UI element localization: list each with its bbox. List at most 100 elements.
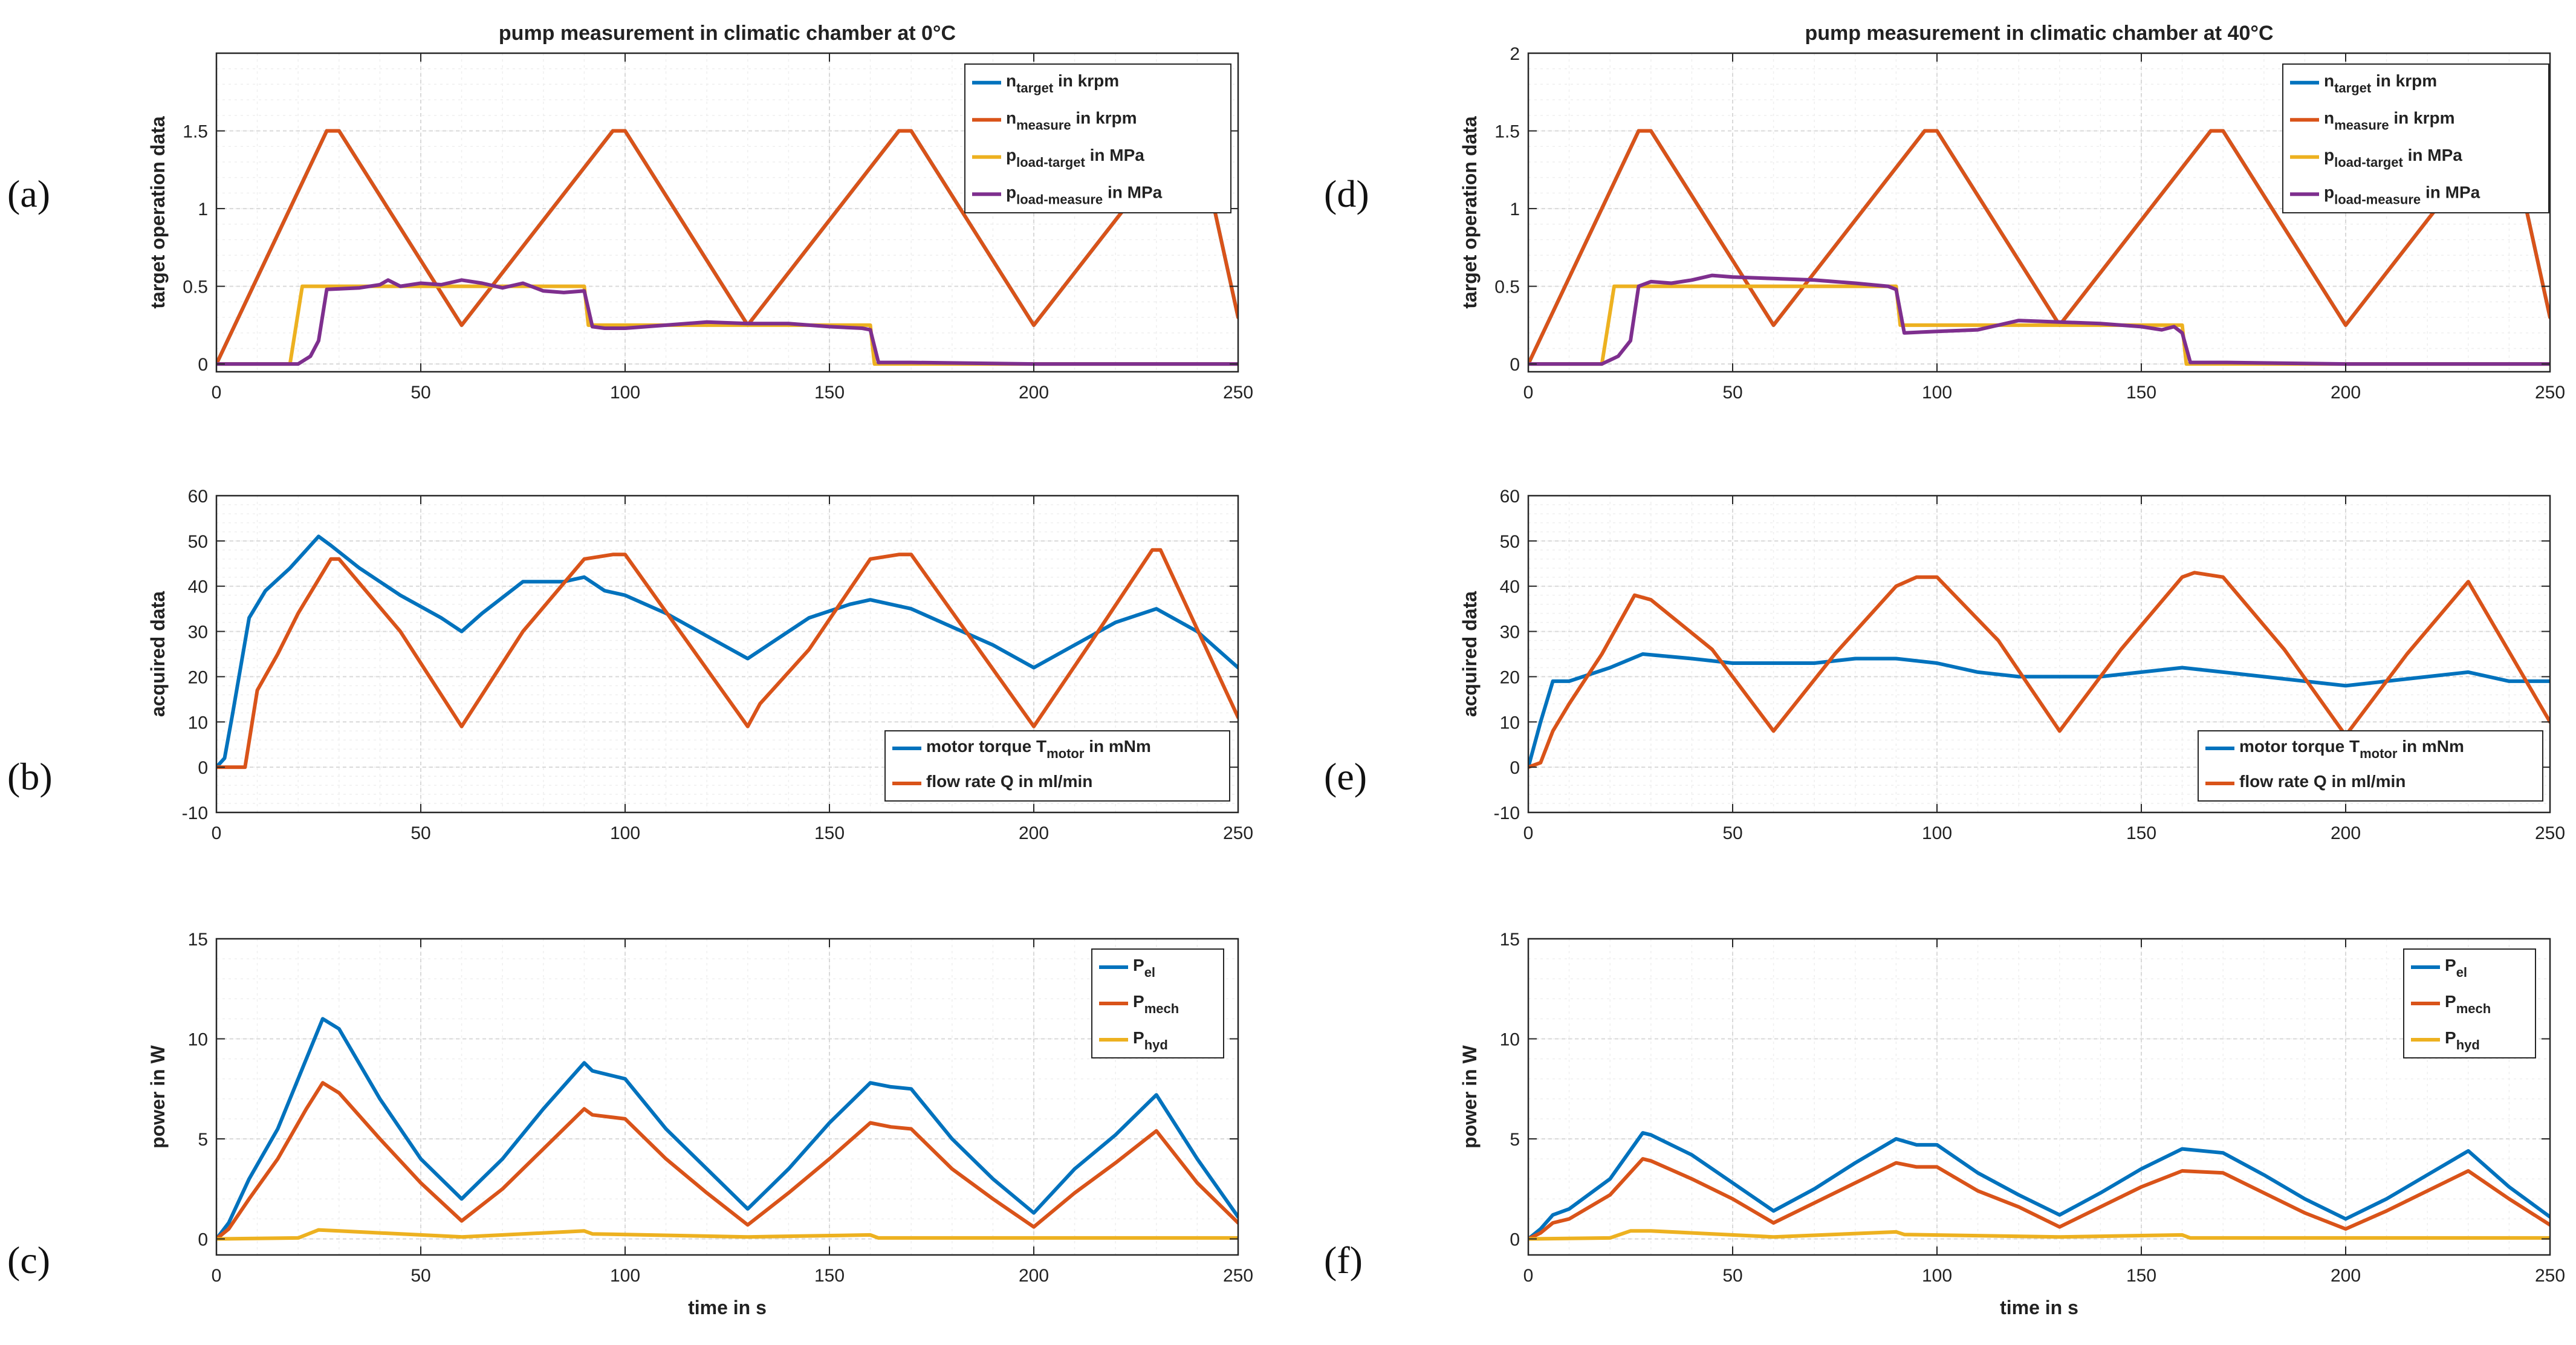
y-tick-label: 15 (188, 930, 208, 950)
legend-entry: pload-measure in MPa (2324, 183, 2480, 207)
y-tick-label: 0 (1510, 758, 1520, 778)
panel-label-d: (d) (1324, 172, 1369, 215)
legend: ntarget in krpm nmeasure in krpm pload-tar… (964, 63, 1231, 213)
legend-entry: motor torque Tmotor in mNm (2239, 737, 2464, 761)
panel-label-a: (a) (7, 172, 50, 215)
series-group (1528, 1131, 2550, 1241)
chart-d: (d) 0 50 100 150 200 250 0 0.5 1 1.5 2 pump measurem… (1324, 22, 2565, 403)
x-tick-label: 150 (814, 823, 845, 843)
chart-f: (f) 0 50 100 150 200 250 0 5 10 15 power in W time i… (1324, 930, 2565, 1318)
x-tick-label: 250 (2535, 383, 2565, 403)
x-tick-label: 100 (610, 383, 640, 403)
x-axis-label: time in s (2000, 1297, 2078, 1318)
x-tick-label: 0 (212, 823, 222, 843)
legend-entry: pload-target in MPa (2324, 146, 2462, 170)
y-axis-label: target operation data (1459, 116, 1481, 308)
y-tick-label: 10 (1500, 1030, 1520, 1050)
x-tick-label: 100 (1922, 383, 1952, 403)
y-tick-label: 0 (198, 355, 208, 375)
y-tick-label: 40 (1500, 577, 1520, 597)
x-tick-label: 250 (1223, 383, 1253, 403)
y-tick-label: -10 (1494, 803, 1520, 823)
y-tick-label: 60 (1500, 487, 1520, 507)
legend-entry: motor torque Tmotor in mNm (926, 737, 1151, 761)
x-tick-label: 0 (212, 1266, 222, 1286)
legend-entry: Pel (2445, 956, 2467, 980)
legend-entry: pload-measure in MPa (1006, 183, 1163, 207)
axes-box (215, 938, 1239, 1256)
y-tick-label: 20 (1500, 667, 1520, 687)
legend-entry: flow rate Q in ml/min (2239, 772, 2406, 791)
legend: motor torque Tmotor in mNm flow rate Q in… (2198, 730, 2543, 802)
y-tick-label: 20 (188, 667, 208, 687)
y-tick-label: 30 (188, 623, 208, 643)
legend-entry: ntarget in krpm (2324, 71, 2437, 96)
y-tick-label: 2 (1510, 44, 1520, 64)
y-tick-label: 0 (198, 758, 208, 778)
x-tick-label: 150 (2126, 1266, 2156, 1286)
legend: Pel Pmech Phyd (2403, 948, 2536, 1058)
chart-title: pump measurement in climatic chamber at … (1805, 22, 2273, 45)
legend: Pel Pmech Phyd (1091, 948, 1224, 1058)
series-line-motor (1528, 652, 2550, 770)
x-tick-label: 50 (1722, 383, 1742, 403)
y-tick-label: 5 (198, 1130, 208, 1150)
x-tick-label: 0 (1523, 383, 1534, 403)
legend-box (2282, 63, 2549, 213)
x-tick-label: 150 (814, 1266, 845, 1286)
legend-entry: Phyd (1133, 1028, 1168, 1052)
y-axis-label: power in W (147, 1045, 169, 1148)
legend-entry: Pmech (2445, 992, 2491, 1016)
x-tick-label: 200 (1019, 1266, 1049, 1286)
y-tick-label: 0.5 (183, 277, 208, 297)
x-tick-label: 200 (2331, 823, 2361, 843)
series-line-el (216, 1017, 1238, 1241)
y-tick-label: 1.5 (183, 122, 208, 142)
y-tick-label: 1.5 (1494, 122, 1520, 142)
y-tick-label: 0.5 (1494, 277, 1520, 297)
legend-box (964, 63, 1231, 213)
x-tick-label: 200 (2331, 1266, 2361, 1286)
chart-a: (a) 0 50 100 150 200 250 0 0.5 1 1.5 pump measureme… (7, 22, 1253, 403)
y-tick-label: 15 (1500, 930, 1520, 950)
y-tick-label: 10 (1500, 713, 1520, 733)
x-tick-label: 250 (1223, 1266, 1253, 1286)
legend-entry: Pel (1133, 956, 1155, 980)
series-line-q (1528, 571, 2550, 770)
x-tick-label: 50 (410, 383, 430, 403)
legend-entry: pload-target in MPa (1006, 146, 1144, 170)
y-tick-label: 10 (188, 1030, 208, 1050)
x-tick-label: 100 (610, 823, 640, 843)
legend: ntarget in krpm nmeasure in krpm pload-tar… (2282, 63, 2549, 213)
legend-entry: ntarget in krpm (1006, 71, 1119, 96)
series-line-load-measure (216, 278, 1238, 366)
x-tick-label: 200 (1019, 823, 1049, 843)
legend-entry: Pmech (1133, 992, 1179, 1016)
y-tick-label: 60 (188, 487, 208, 507)
series-line-hyd (216, 1228, 1238, 1241)
x-tick-label: 250 (2535, 1266, 2565, 1286)
chart-c: (c) 0 50 100 150 200 250 0 5 10 15 power in W time i… (7, 930, 1253, 1318)
x-tick-label: 150 (814, 383, 845, 403)
axes-box (1527, 494, 2551, 814)
series-group (216, 1017, 1238, 1241)
x-tick-label: 0 (1523, 1266, 1534, 1286)
x-tick-label: 0 (1523, 823, 1534, 843)
series-line-motor (216, 534, 1238, 770)
series-line-hyd (1528, 1229, 2550, 1241)
series-line-q (216, 548, 1238, 770)
x-axis-label: time in s (688, 1297, 767, 1318)
chart-e: (e)0 50 100 150 200 250-100102030405060acquir… (1324, 487, 2565, 843)
chart-b: (b)0 50 100 150 200 250-100102030405060acquir… (7, 487, 1253, 843)
x-tick-label: 100 (610, 1266, 640, 1286)
y-tick-label: 1 (198, 199, 208, 219)
legend: motor torque Tmotor in mNm flow rate Q in… (884, 730, 1230, 802)
panel-label-c: (c) (7, 1239, 50, 1282)
series-line-el (1528, 1131, 2550, 1241)
series-line-load-measure (1528, 273, 2550, 366)
x-tick-label: 250 (1223, 823, 1253, 843)
series-line-mech (216, 1081, 1238, 1241)
x-tick-label: 0 (212, 383, 222, 403)
